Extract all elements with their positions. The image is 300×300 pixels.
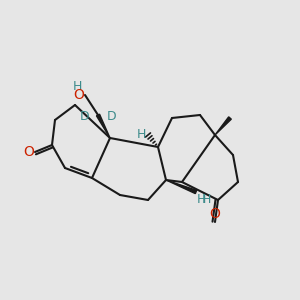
- Text: O: O: [23, 145, 34, 159]
- Text: D: D: [107, 110, 117, 124]
- Text: O: O: [210, 207, 220, 221]
- Text: D: D: [80, 110, 89, 124]
- Text: O: O: [73, 88, 84, 102]
- Text: H: H: [136, 128, 146, 140]
- Text: H: H: [73, 80, 82, 93]
- Text: H: H: [202, 193, 211, 206]
- Polygon shape: [166, 180, 196, 194]
- Polygon shape: [215, 117, 231, 135]
- Polygon shape: [96, 114, 110, 138]
- Text: H: H: [197, 193, 206, 206]
